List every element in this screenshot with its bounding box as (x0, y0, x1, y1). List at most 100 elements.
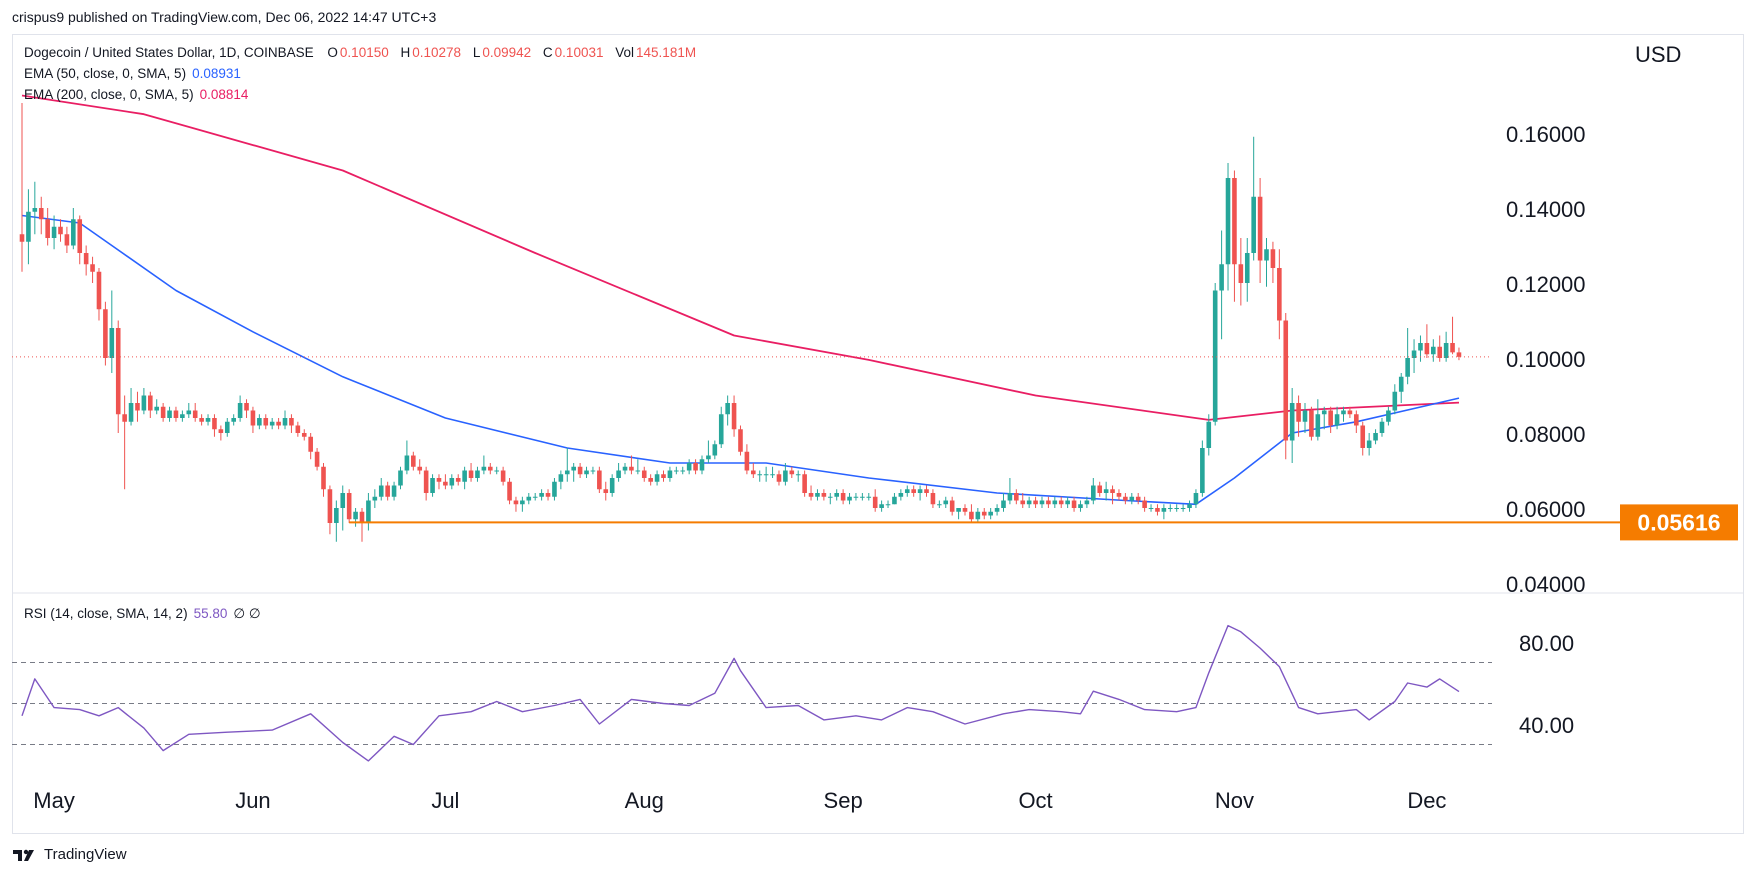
candle[interactable] (1020, 493, 1026, 508)
candle[interactable] (1366, 433, 1372, 456)
candle[interactable] (404, 440, 410, 475)
candle[interactable] (1289, 388, 1295, 463)
candle[interactable] (648, 474, 653, 486)
candle[interactable] (590, 466, 596, 475)
candle[interactable] (1321, 406, 1327, 430)
candle[interactable] (51, 215, 57, 250)
candle[interactable] (783, 463, 788, 486)
candle[interactable] (1148, 504, 1154, 512)
candle[interactable] (988, 508, 993, 520)
candle[interactable] (956, 508, 961, 520)
candle[interactable] (192, 403, 198, 422)
candle[interactable] (1206, 414, 1212, 456)
candle[interactable] (757, 470, 763, 482)
candle[interactable] (1161, 504, 1167, 520)
candle[interactable] (1315, 399, 1321, 441)
candle[interactable] (301, 429, 307, 441)
candle[interactable] (417, 459, 423, 475)
candle[interactable] (199, 414, 204, 426)
candle[interactable] (1347, 406, 1353, 418)
candle[interactable] (1097, 481, 1103, 497)
candle[interactable] (135, 391, 140, 422)
candle[interactable] (494, 466, 500, 475)
candle[interactable] (520, 496, 525, 512)
candle[interactable] (1084, 496, 1090, 508)
candle[interactable] (635, 459, 641, 475)
candle[interactable] (1277, 249, 1282, 340)
candle[interactable] (334, 500, 339, 542)
candle[interactable] (1431, 339, 1436, 362)
candle[interactable] (738, 425, 743, 456)
candle[interactable] (898, 489, 904, 501)
candle[interactable] (558, 470, 564, 490)
candle[interactable] (1033, 496, 1038, 508)
candle[interactable] (64, 226, 70, 253)
candle[interactable] (751, 463, 756, 478)
candle[interactable] (180, 410, 185, 422)
candle[interactable] (231, 414, 236, 426)
candle[interactable] (1302, 403, 1308, 433)
candle[interactable] (244, 399, 249, 418)
candle[interactable] (1116, 489, 1122, 501)
candle[interactable] (1155, 504, 1160, 516)
candle[interactable] (834, 489, 840, 501)
candle[interactable] (1392, 384, 1398, 415)
candle[interactable] (943, 496, 949, 508)
candle[interactable] (892, 493, 897, 505)
candle[interactable] (1103, 481, 1109, 501)
candle[interactable] (1398, 373, 1404, 403)
candle[interactable] (872, 489, 878, 512)
candle[interactable] (38, 196, 44, 235)
candle[interactable] (308, 433, 313, 460)
candle[interactable] (532, 493, 538, 501)
candle[interactable] (122, 395, 127, 490)
candle[interactable] (237, 395, 243, 422)
candle[interactable] (257, 414, 262, 430)
candle[interactable] (1129, 493, 1135, 505)
candle[interactable] (879, 500, 884, 512)
candle[interactable] (1046, 496, 1051, 508)
candle[interactable] (1187, 500, 1192, 512)
candle[interactable] (1270, 241, 1276, 283)
candle[interactable] (937, 500, 942, 509)
candle[interactable] (282, 410, 288, 430)
candle[interactable] (789, 466, 795, 478)
candle[interactable] (699, 455, 705, 475)
candle[interactable] (385, 481, 390, 501)
candle[interactable] (840, 489, 846, 505)
candle[interactable] (584, 466, 589, 478)
candle[interactable] (269, 418, 275, 430)
candle[interactable] (205, 414, 211, 426)
tradingview-footer[interactable]: TradingView (12, 846, 127, 863)
candle[interactable] (327, 485, 333, 535)
candle[interactable] (847, 493, 852, 505)
candle[interactable] (115, 320, 121, 434)
candle[interactable] (430, 474, 435, 497)
candle[interactable] (597, 466, 602, 493)
candle[interactable] (1244, 238, 1250, 302)
candle[interactable] (1328, 406, 1333, 433)
candle[interactable] (58, 219, 63, 242)
candle[interactable] (969, 504, 974, 523)
candle[interactable] (1341, 406, 1346, 422)
candle[interactable] (1001, 493, 1006, 512)
candle[interactable] (436, 474, 442, 490)
candle[interactable] (641, 466, 647, 482)
candle[interactable] (186, 403, 192, 418)
candle[interactable] (526, 493, 532, 505)
candle[interactable] (911, 485, 916, 497)
candle[interactable] (545, 489, 551, 501)
candle[interactable] (1238, 238, 1244, 306)
candle[interactable] (160, 403, 166, 422)
candle[interactable] (712, 440, 718, 460)
candle[interactable] (1232, 170, 1237, 302)
candle[interactable] (1174, 504, 1179, 512)
candle[interactable] (917, 485, 923, 501)
candle[interactable] (770, 466, 775, 478)
candle[interactable] (411, 451, 416, 471)
candle[interactable] (1065, 496, 1070, 508)
candle[interactable] (321, 463, 326, 497)
candle[interactable] (1071, 496, 1077, 512)
candle[interactable] (821, 489, 827, 501)
candle[interactable] (19, 103, 25, 272)
